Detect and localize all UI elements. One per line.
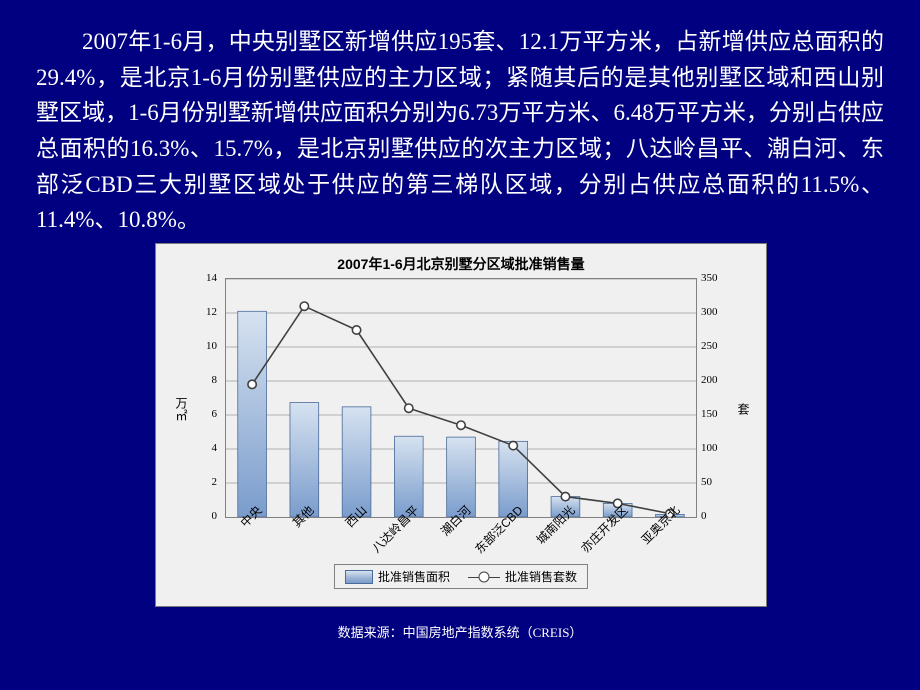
legend-item-bar: 批准销售面积 (345, 568, 450, 585)
legend-label-line: 批准销售套数 (505, 568, 577, 585)
chart-title: 2007年1-6月北京别墅分区域批准销售量 (156, 244, 766, 278)
plot (225, 278, 697, 518)
y-right-label: 套 (735, 403, 752, 415)
body-paragraph: 2007年1-6月，中央别墅区新增供应195套、12.1万平方米，占新增供应总面… (36, 24, 884, 238)
chart-panel: 2007年1-6月北京别墅分区域批准销售量 万㎡ 套 02468101214 0… (155, 243, 767, 607)
legend-swatch-bar (345, 570, 373, 584)
chart-svg (226, 279, 696, 517)
legend: 批准销售面积 批准销售套数 (334, 564, 588, 589)
legend-swatch-line (468, 570, 500, 584)
body-text: 2007年1-6月，中央别墅区新增供应195套、12.1万平方米，占新增供应总面… (36, 29, 884, 232)
source-note: 数据来源：中国房地产指数系统（CREIS） (0, 622, 920, 641)
y-right-ticks: 050100150200250300350 (697, 278, 737, 516)
x-labels: 中央其他西山八达岭昌平潮白河东部泛CBD城南阳光亦庄开发区亚奥京北 (225, 518, 695, 566)
y-left-ticks: 02468101214 (181, 278, 221, 516)
legend-item-line: 批准销售套数 (468, 568, 577, 585)
plot-area: 万㎡ 套 02468101214 050100150200250300350 中… (181, 278, 741, 540)
legend-label-bar: 批准销售面积 (378, 568, 450, 585)
